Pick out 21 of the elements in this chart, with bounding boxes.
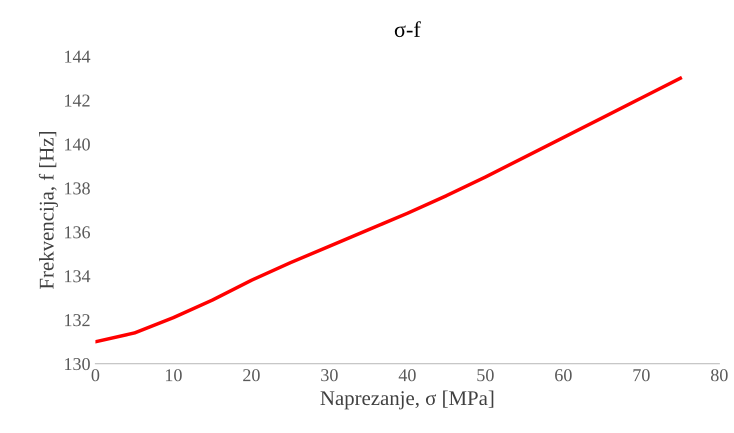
line-series xyxy=(95,76,682,344)
y-tick-label: 130 xyxy=(65,358,90,370)
y-tick-label: 144 xyxy=(65,50,90,63)
x-axis-title: Naprezanje, σ [MPa] xyxy=(320,390,494,410)
y-tick-label: 140 xyxy=(65,138,90,151)
y-tick-label: 132 xyxy=(65,314,90,326)
x-tick-label: 30 xyxy=(321,369,338,382)
x-tick-label: 20 xyxy=(243,369,260,382)
y-axis-title: Frekvencija, f [Hz] xyxy=(38,132,58,289)
y-tick-label: 134 xyxy=(65,270,90,282)
x-tick-label: 0 xyxy=(92,369,100,382)
y-tick-label: 138 xyxy=(65,182,90,194)
y-tick-label: 142 xyxy=(65,94,90,106)
y-tick-label: 136 xyxy=(65,226,90,238)
x-tick-label: 70 xyxy=(633,369,650,382)
x-tick-label: 40 xyxy=(398,369,416,382)
x-tick-label: 60 xyxy=(555,369,572,382)
x-tick-label: 80 xyxy=(710,369,728,382)
x-tick-label: 50 xyxy=(477,369,494,382)
chart-title: σ-f xyxy=(394,21,421,38)
x-tick-label: 10 xyxy=(166,369,182,382)
